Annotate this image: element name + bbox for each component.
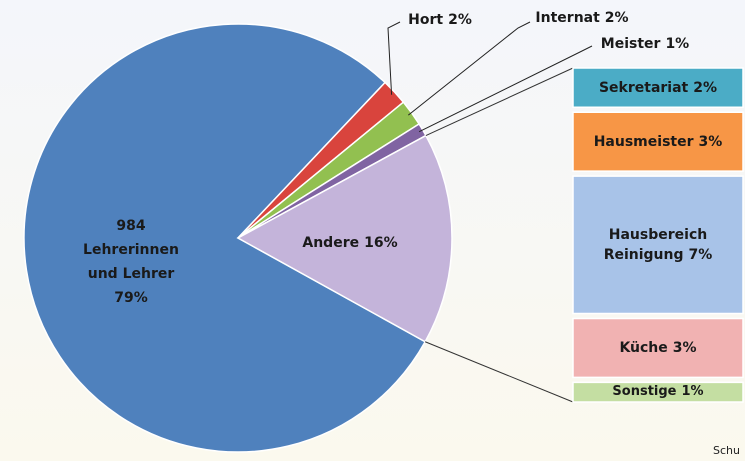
pie-label: Internat 2% xyxy=(535,8,628,28)
bar-value-label: 3% xyxy=(698,133,723,150)
bar-value-label: 3% xyxy=(672,339,697,356)
pie-value-label: 2% xyxy=(448,12,472,28)
bar-value-label: 2% xyxy=(693,79,718,96)
pie-value-label: 79% xyxy=(114,290,148,306)
pie-value-label: 1% xyxy=(665,36,690,52)
leader-line xyxy=(408,21,531,116)
bar-category: Küche xyxy=(619,339,668,356)
bar-segment xyxy=(572,67,744,108)
bar-label: Küche 3% xyxy=(619,338,696,358)
bar-value-label: 7% xyxy=(688,246,713,263)
bar-segment xyxy=(572,175,744,315)
pie-label: Hort 2% xyxy=(408,10,472,30)
bar-value-label: 1% xyxy=(681,384,704,400)
footer-text: Schu xyxy=(713,444,740,457)
connector-line xyxy=(425,67,574,137)
bar-category: Sonstige xyxy=(612,384,677,400)
pie-category: Lehrerinnen und Lehrer xyxy=(83,242,179,282)
bar-label: Hausbereich Reinigung 7% xyxy=(593,225,723,265)
pie-label: Andere 16% xyxy=(302,233,397,253)
pie-count: 984 xyxy=(116,218,146,234)
bar-label: Sonstige 1% xyxy=(612,382,703,402)
bar-category: Sekretariat xyxy=(598,79,689,96)
bar-segment xyxy=(572,111,744,172)
connector-line xyxy=(424,341,574,403)
pie-value-label: 16% xyxy=(364,235,398,251)
pie-category: Internat xyxy=(535,10,600,26)
pie-category: Andere xyxy=(302,235,360,251)
pie-value-label: 2% xyxy=(604,10,629,26)
leader-line xyxy=(418,45,593,133)
bar-category: Hausbereich Reinigung xyxy=(603,226,708,263)
leader-line xyxy=(387,21,401,95)
pie-slice xyxy=(23,23,427,453)
pie-category: Hort xyxy=(408,12,444,28)
bar-category: Hausmeister xyxy=(593,133,694,150)
pie-label: 984 Lehrerinnen und Lehrer 79% xyxy=(66,214,196,310)
bar-label: Hausmeister 3% xyxy=(594,132,723,152)
bar-segment xyxy=(572,381,744,403)
pie-category: Meister xyxy=(600,36,661,52)
bar-segment xyxy=(572,317,744,379)
pie-slice xyxy=(236,134,453,343)
bar-label: Sekretariat 2% xyxy=(599,78,717,98)
pie-label: Meister 1% xyxy=(601,34,689,54)
